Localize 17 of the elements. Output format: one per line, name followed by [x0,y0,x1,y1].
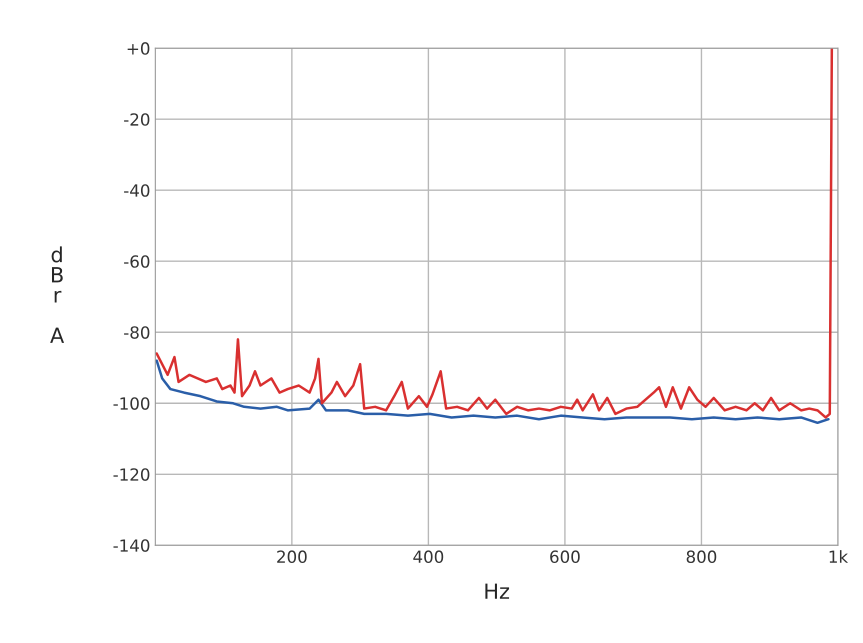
x-tick-label: 600 [550,550,580,564]
y-tick-label: +0 [128,42,150,55]
y-tick-label: -80 [124,326,150,339]
y-tick-label: -120 [113,468,150,481]
y-tick-label: -40 [124,184,150,197]
x-tick-label: 800 [686,550,716,564]
x-axis-title: Hz [485,584,510,599]
y-tick-label: -20 [124,113,150,126]
x-tick-label: 1k [830,550,848,563]
line-series [155,48,834,419]
text: dBr A [50,246,64,343]
line-series [155,359,830,424]
y-tick-label: -100 [113,397,150,410]
y-tick-label: -60 [124,255,150,268]
y-tick-label: -140 [113,539,150,552]
x-tick-label: 200 [277,550,307,564]
x-tick-label: 400 [413,550,444,564]
